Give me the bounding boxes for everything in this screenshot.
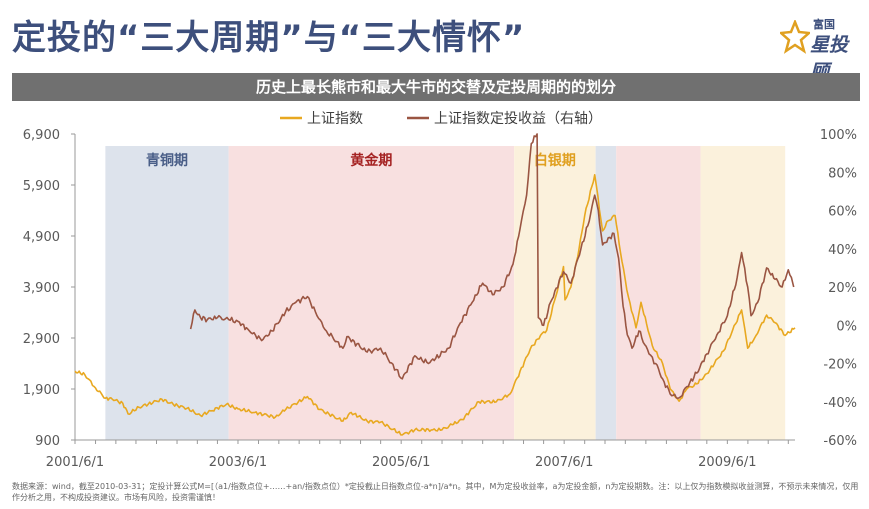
period-band-3 <box>595 146 617 440</box>
y-right-tick-label: 100% <box>820 128 857 143</box>
y-right-tick-label: 0% <box>836 319 857 334</box>
y-right-tick-label: 40% <box>828 243 857 258</box>
x-tick-label: 2007/6/1 <box>535 455 593 470</box>
period-label-1: 黄金期 <box>350 152 392 169</box>
y-right-tick-label: 20% <box>828 281 857 296</box>
y-right-tick-label: -20% <box>823 358 857 373</box>
series-line-1 <box>189 133 795 400</box>
y-left-tick-label: 5,900 <box>23 179 60 194</box>
y-left-tick-label: 2,900 <box>23 332 60 347</box>
legend-label-1: 上证指数定投收益（右轴） <box>434 111 602 127</box>
legend-label-0: 上证指数 <box>307 111 363 127</box>
y-left-tick-label: 1,900 <box>23 383 60 398</box>
y-right-tick-label: 80% <box>828 166 857 181</box>
brand-logo: 富国 星投顾 <box>780 14 860 83</box>
y-left-tick-label: 4,900 <box>23 230 60 245</box>
line-chart: 青铜期 黄金期 白银期 900 1,900 2,900 3,900 4,900 5,900 6,9… <box>23 111 857 470</box>
period-band-5 <box>700 146 786 440</box>
x-tick-label: 2005/6/1 <box>372 455 430 470</box>
x-tick-label: 2009/6/1 <box>698 455 756 470</box>
x-tick-label: 2003/6/1 <box>209 455 267 470</box>
y-right-tick-label: -40% <box>823 396 857 411</box>
page-title: 定投的“三大周期”与“三大情怀” <box>12 18 526 58</box>
period-label-2: 白银期 <box>534 152 576 169</box>
period-label-0: 青铜期 <box>146 152 188 169</box>
star-logo-icon <box>780 20 810 54</box>
y-right-tick-label: -60% <box>823 434 857 449</box>
logo-small-text: 富国 <box>813 18 835 31</box>
y-left-tick-label: 900 <box>35 434 60 449</box>
chart-title: 历史上最长熊市和最大牛市的交替及定投周期的的划分 <box>12 73 860 101</box>
footnote: 数据来源：wind，截至2010-03-31；定投计算公式M=[（a1/指数点位… <box>12 482 859 502</box>
period-band-4 <box>616 146 701 440</box>
period-band-0 <box>105 146 229 440</box>
y-right-tick-label: 60% <box>828 205 857 220</box>
period-band-1 <box>228 146 515 440</box>
x-tick-label: 2001/6/1 <box>46 455 104 470</box>
y-left-tick-label: 3,900 <box>23 281 60 296</box>
y-left-tick-label: 6,900 <box>23 128 60 143</box>
